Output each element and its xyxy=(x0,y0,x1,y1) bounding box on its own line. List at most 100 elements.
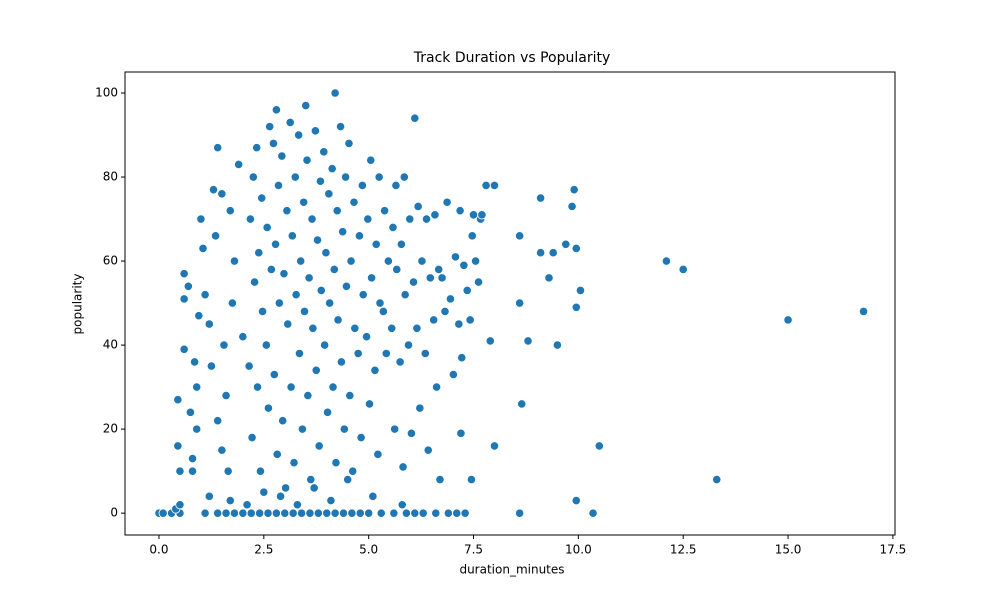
point xyxy=(339,424,349,434)
x-tick-label: 7.5 xyxy=(464,543,483,557)
point xyxy=(287,231,297,241)
point xyxy=(179,344,189,354)
point xyxy=(196,214,206,224)
point xyxy=(274,298,284,308)
point xyxy=(405,214,415,224)
point xyxy=(242,500,252,510)
plot-frame xyxy=(124,71,896,536)
point xyxy=(320,340,330,350)
x-tick-label: 5.0 xyxy=(359,543,378,557)
point xyxy=(255,466,266,476)
point xyxy=(213,416,223,426)
point xyxy=(485,336,495,346)
point xyxy=(311,365,321,375)
point xyxy=(234,159,244,170)
point xyxy=(432,382,442,392)
point xyxy=(347,508,357,518)
point xyxy=(397,500,407,510)
x-tick-label: 10.0 xyxy=(565,543,592,557)
point xyxy=(247,432,257,443)
point xyxy=(285,117,295,128)
point xyxy=(200,290,210,300)
y-tick-label: 100 xyxy=(95,86,118,100)
point xyxy=(523,336,533,346)
point xyxy=(315,176,326,186)
point xyxy=(296,256,306,266)
point xyxy=(471,256,481,266)
point xyxy=(410,508,420,518)
point xyxy=(391,180,401,191)
point xyxy=(396,239,406,249)
point xyxy=(370,365,380,375)
point xyxy=(185,407,196,417)
point xyxy=(331,458,341,468)
point xyxy=(324,189,334,199)
point xyxy=(456,428,466,438)
point xyxy=(571,302,581,312)
point xyxy=(341,281,352,291)
point xyxy=(329,264,339,275)
point xyxy=(363,214,373,224)
point xyxy=(448,369,458,380)
point xyxy=(455,206,465,216)
point xyxy=(321,248,331,258)
point xyxy=(217,445,227,455)
point xyxy=(306,474,316,485)
point xyxy=(536,193,546,203)
point xyxy=(423,445,433,455)
point xyxy=(213,143,223,153)
point xyxy=(303,390,313,401)
point xyxy=(265,122,275,132)
point xyxy=(481,180,491,191)
point xyxy=(179,269,189,279)
point xyxy=(375,298,385,308)
point xyxy=(440,306,450,317)
point xyxy=(330,88,340,98)
x-tick-label: 0.0 xyxy=(149,543,168,557)
point xyxy=(400,290,410,300)
point xyxy=(473,277,484,287)
point xyxy=(221,508,231,518)
point xyxy=(319,147,329,157)
point xyxy=(421,214,432,224)
point xyxy=(312,235,323,245)
point xyxy=(477,210,487,220)
y-tick-label: 80 xyxy=(103,170,118,184)
point xyxy=(187,453,198,464)
point xyxy=(252,382,263,392)
point xyxy=(270,239,281,249)
y-tick-label: 20 xyxy=(103,422,118,436)
point xyxy=(289,458,299,468)
point xyxy=(206,361,216,371)
x-tick-label: 2.5 xyxy=(254,543,273,557)
point xyxy=(410,113,420,123)
point xyxy=(309,483,319,493)
point xyxy=(338,508,349,518)
point xyxy=(569,185,579,195)
point xyxy=(515,298,525,308)
point xyxy=(299,197,309,207)
point xyxy=(552,340,562,350)
point xyxy=(361,332,372,342)
point xyxy=(314,441,324,451)
point xyxy=(244,361,254,371)
chart-title: Track Duration vs Popularity xyxy=(413,50,611,66)
point xyxy=(571,243,581,254)
point xyxy=(313,508,323,518)
point xyxy=(210,231,221,241)
point xyxy=(364,399,375,409)
point xyxy=(355,508,365,518)
point xyxy=(279,269,289,279)
point xyxy=(561,239,571,249)
point xyxy=(450,252,461,262)
point xyxy=(273,180,284,191)
point xyxy=(261,340,271,350)
point xyxy=(286,382,296,392)
point xyxy=(544,273,554,283)
point xyxy=(248,172,258,182)
point xyxy=(548,248,558,258)
point xyxy=(269,369,279,380)
point xyxy=(783,315,793,325)
point xyxy=(454,319,464,329)
